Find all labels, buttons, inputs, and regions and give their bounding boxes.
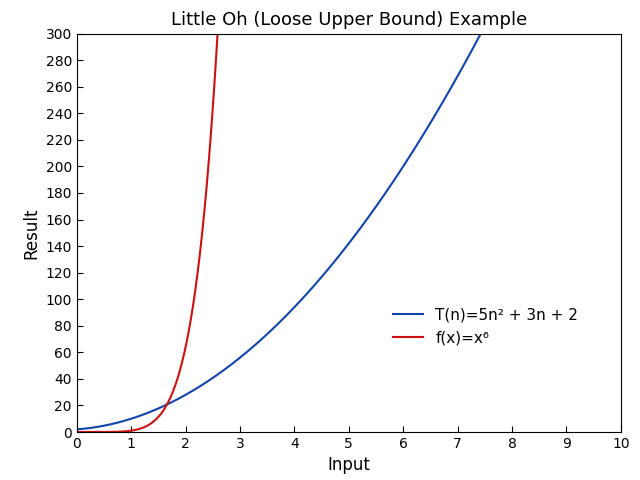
- f(x)=x⁶: [125, 428, 132, 434]
- T(n)=5n² + 3n + 2: [73, 426, 81, 432]
- f(x)=x⁶: [81, 429, 89, 435]
- T(n)=5n² + 3n + 2: [477, 31, 484, 36]
- T(n)=5n² + 3n + 2: [175, 396, 183, 401]
- f(x)=x⁶: [73, 429, 81, 435]
- Y-axis label: Result: Result: [22, 207, 40, 259]
- f(x)=x⁶: [195, 260, 203, 266]
- T(n)=5n² + 3n + 2: [88, 425, 95, 431]
- f(x)=x⁶: [214, 32, 221, 37]
- T(n)=5n² + 3n + 2: [255, 338, 263, 344]
- T(n)=5n² + 3n + 2: [221, 367, 228, 372]
- T(n)=5n² + 3n + 2: [399, 164, 406, 170]
- Line: T(n)=5n² + 3n + 2: T(n)=5n² + 3n + 2: [77, 34, 481, 429]
- f(x)=x⁶: [153, 415, 161, 421]
- T(n)=5n² + 3n + 2: [288, 307, 296, 312]
- Title: Little Oh (Loose Upper Bound) Example: Little Oh (Loose Upper Bound) Example: [171, 11, 527, 29]
- X-axis label: Input: Input: [328, 456, 370, 474]
- Legend: T(n)=5n² + 3n + 2, f(x)=x⁶: T(n)=5n² + 3n + 2, f(x)=x⁶: [385, 300, 586, 353]
- f(x)=x⁶: [121, 429, 129, 434]
- f(x)=x⁶: [204, 174, 211, 180]
- Line: f(x)=x⁶: f(x)=x⁶: [77, 35, 218, 432]
